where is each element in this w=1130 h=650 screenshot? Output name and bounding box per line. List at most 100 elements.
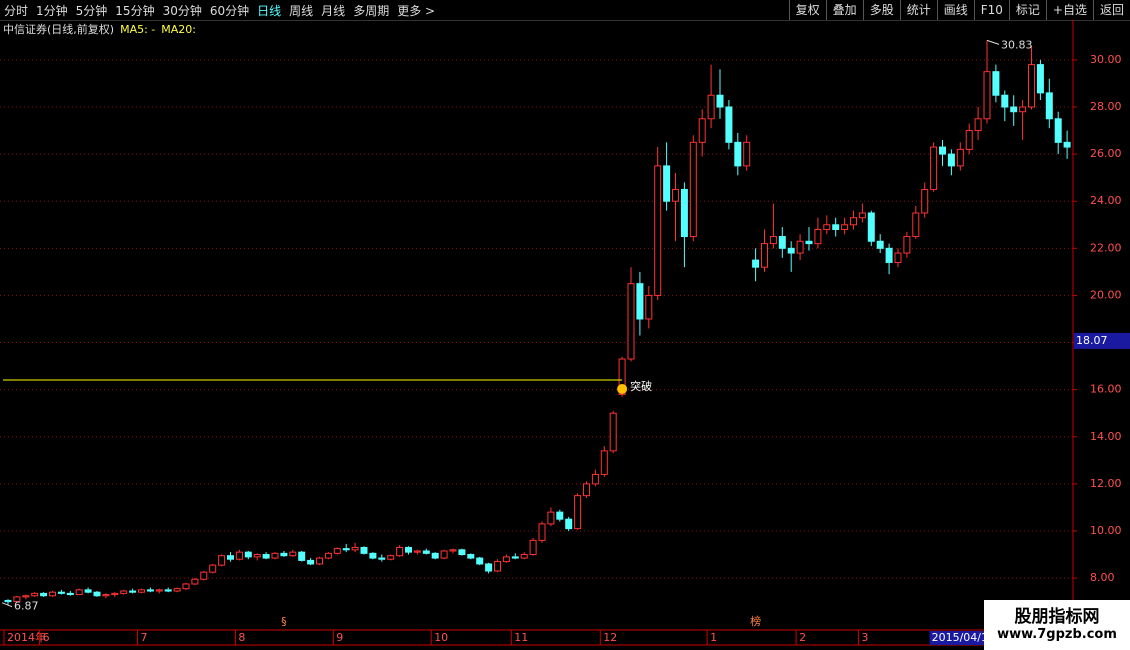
candle-body [49, 591, 56, 597]
candle-body [956, 148, 964, 167]
candle-body [378, 557, 386, 560]
candle-body [734, 141, 742, 167]
candle-body [102, 594, 110, 597]
candle-body [529, 539, 537, 556]
candle-body [449, 549, 457, 552]
candle-body [841, 224, 849, 230]
y-tick-label: 24.00 [1090, 194, 1122, 207]
tool-button[interactable]: 叠加 [825, 0, 863, 20]
candle-body [502, 556, 510, 563]
candle-body [716, 94, 724, 108]
candle-body [707, 94, 715, 120]
high-pointer [986, 39, 1000, 45]
candle-body [57, 591, 65, 594]
candle-body [805, 240, 813, 245]
watermark: 股朋指标网 www.7gpzb.com [984, 600, 1130, 650]
toolbar: 分时 1分钟 5分钟 15分钟 30分钟 60分钟 日线 周线 月线 多周期 更多 > 复权 叠加 多股… [0, 0, 1130, 21]
candle-body [360, 546, 368, 554]
candle-body [351, 546, 359, 551]
watermark-name: 股朋指标网 [1014, 607, 1100, 627]
tool-button[interactable]: 多股 [862, 0, 900, 20]
candle-body [823, 224, 831, 230]
cursor-price-box [1074, 332, 1130, 349]
candle-body [316, 557, 323, 565]
low-pointer [1, 602, 13, 608]
period-tab[interactable]: 30分钟 [162, 3, 202, 18]
cursor-date: 2015/04/16 [932, 631, 995, 644]
candle-body [600, 450, 608, 475]
period-tab[interactable]: 60分钟 [209, 3, 250, 18]
period-tab[interactable]: 更多 > [397, 3, 436, 18]
candle-body [4, 599, 12, 603]
candle-body [146, 589, 154, 592]
candle-body [1045, 92, 1053, 120]
candle-body [129, 590, 137, 593]
period-tab[interactable]: 月线 [321, 3, 346, 18]
candle-body [1019, 106, 1027, 113]
x-tick-label: 7 [141, 631, 148, 644]
candle-body [494, 561, 501, 572]
tool-button[interactable]: +自选 [1045, 0, 1093, 20]
candle-body [761, 243, 768, 268]
candle-body [992, 71, 1000, 96]
tool-button[interactable]: 复权 [788, 0, 826, 20]
candle-body [13, 596, 21, 603]
ma20-label: MA20: [161, 22, 196, 36]
y-tick-label: 28.00 [1090, 100, 1122, 113]
tool-buttons: 复权 叠加 多股 统计 画线 F10 标记 +自选 返回 [788, 0, 1130, 20]
candle-body [289, 551, 297, 557]
tool-button[interactable]: 标记 [1008, 0, 1046, 20]
candle-body [191, 578, 199, 585]
y-tick-label: 26.00 [1090, 147, 1122, 160]
candle-body [547, 511, 555, 525]
y-tick-label: 12.00 [1090, 477, 1122, 490]
low-label: 6.87 [14, 600, 39, 613]
period-tab[interactable]: 周线 [289, 3, 314, 18]
candle-body [369, 552, 377, 559]
cursor-date-box [929, 631, 992, 645]
candle-body [876, 240, 884, 249]
period-tab[interactable]: 15分钟 [115, 3, 155, 18]
y-tick-label: 10.00 [1090, 524, 1122, 537]
candle-body [218, 555, 226, 566]
tool-button[interactable]: 统计 [899, 0, 937, 20]
candle-body [912, 212, 920, 238]
candle-body [787, 247, 795, 254]
candle-body [22, 595, 30, 598]
period-tab[interactable]: 5分钟 [75, 3, 108, 18]
candle-body [752, 259, 760, 268]
candle-body [698, 118, 706, 143]
candle-body [1010, 106, 1018, 113]
period-tab[interactable]: 多周期 [353, 3, 390, 18]
candle-body [867, 212, 875, 242]
watermark-url: www.7gpzb.com [997, 627, 1117, 642]
x-tick-label: 2 [799, 631, 806, 644]
high-label: 30.83 [1001, 38, 1033, 51]
candle-body [965, 130, 973, 150]
tool-button[interactable]: F10 [973, 0, 1009, 20]
candle-body [591, 473, 599, 485]
x-tick-label: 1 [710, 631, 717, 644]
tool-button[interactable]: 画线 [936, 0, 974, 20]
candle-body [40, 592, 48, 597]
candle-body [680, 188, 688, 238]
candle-body [244, 551, 252, 558]
candle-body [164, 589, 172, 592]
candle-body [387, 555, 395, 560]
y-tick-label: 30.00 [1090, 53, 1122, 66]
period-tab[interactable]: 1分钟 [36, 3, 68, 18]
candle-body [769, 236, 777, 245]
candle-body [832, 224, 840, 230]
candle-body [200, 571, 208, 580]
candle-body [431, 552, 439, 559]
period-tab[interactable]: 分时 [4, 3, 29, 18]
x-tick-label: 6 [43, 631, 50, 644]
x-tick-label: 12 [603, 631, 617, 644]
candle-body [467, 554, 475, 559]
candle-body [627, 283, 635, 360]
period-tab[interactable]: 日线 [257, 3, 282, 18]
chart-header: 中信证券(日线,前复权) MA5: - MA20: [3, 21, 196, 37]
tool-button[interactable]: 返回 [1092, 0, 1130, 20]
y-tick-label: 16.00 [1090, 383, 1122, 396]
